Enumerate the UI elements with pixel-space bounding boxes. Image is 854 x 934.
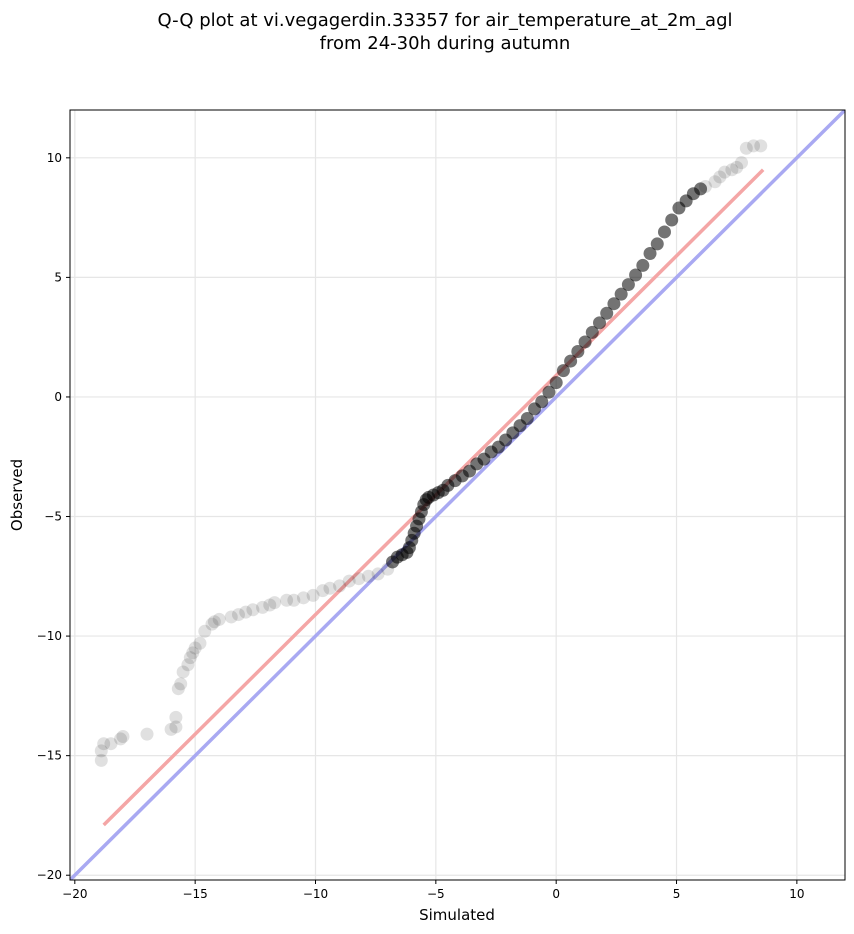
y-tick-label: −15 [37, 749, 62, 763]
data-point [371, 567, 385, 581]
data-point [94, 744, 108, 758]
data-point [342, 574, 356, 588]
data-point [323, 581, 337, 595]
data-point [116, 730, 130, 744]
data-point [205, 617, 219, 631]
data-point [708, 175, 722, 189]
chart-title-line2: from 24-30h during autumn [320, 33, 571, 54]
data-point [754, 139, 768, 153]
data-point [607, 297, 621, 311]
data-point [718, 165, 732, 179]
y-axis-label: Observed [8, 459, 26, 531]
data-point [183, 651, 197, 665]
data-point [316, 584, 330, 598]
x-tick-label: −10 [303, 887, 328, 901]
data-point [739, 141, 753, 155]
axis-ticks: −20 −15 −10 −5 0 5 10 −20 −15 −10 −5 0 5 10 [37, 151, 805, 901]
data-point [287, 593, 301, 607]
data-point [621, 278, 635, 292]
data-point [643, 246, 657, 260]
x-tick-label: −5 [427, 887, 445, 901]
data-point [571, 345, 585, 359]
data-point [114, 732, 128, 746]
data-point [629, 268, 643, 282]
y-tick-label: 5 [54, 270, 62, 284]
data-point [564, 354, 578, 368]
data-points [94, 139, 768, 767]
lines [70, 110, 845, 880]
data-point [549, 376, 563, 390]
data-point [164, 722, 178, 736]
data-point [578, 335, 592, 349]
data-point [186, 646, 200, 660]
data-point [231, 608, 245, 622]
data-point [176, 665, 190, 679]
data-point [94, 753, 108, 767]
data-point [198, 624, 212, 638]
x-tick-label: −15 [182, 887, 207, 901]
data-point [104, 737, 118, 751]
x-tick-label: −20 [62, 887, 87, 901]
reference-line [70, 110, 845, 880]
data-point [169, 720, 183, 734]
data-point [730, 160, 744, 174]
data-point [593, 316, 607, 330]
data-point [725, 163, 739, 177]
data-point [535, 395, 549, 409]
data-point [352, 572, 366, 586]
data-point [542, 385, 556, 399]
data-point [188, 641, 202, 655]
data-point [207, 615, 221, 629]
y-tick-label: 10 [47, 151, 62, 165]
data-point [636, 258, 650, 272]
x-tick-label: 0 [552, 887, 560, 901]
data-point [361, 569, 375, 583]
data-point [735, 156, 749, 170]
y-tick-label: −10 [37, 629, 62, 643]
y-tick-label: 0 [54, 390, 62, 404]
data-point [296, 591, 310, 605]
data-point [181, 658, 195, 672]
grid [70, 110, 845, 880]
data-point [224, 610, 238, 624]
data-point [171, 682, 185, 696]
x-tick-label: 5 [673, 887, 681, 901]
data-point [657, 225, 671, 239]
data-point [140, 727, 154, 741]
y-tick-label: −20 [37, 868, 62, 882]
data-point [585, 325, 599, 339]
data-point [713, 170, 727, 184]
data-point [694, 182, 708, 196]
data-point [747, 139, 761, 153]
data-point [256, 600, 270, 614]
x-tick-label: 10 [789, 887, 804, 901]
x-axis-label: Simulated [419, 906, 495, 924]
data-point [665, 213, 679, 227]
data-point [212, 612, 226, 626]
data-point [169, 710, 183, 724]
data-point [280, 593, 294, 607]
data-point [263, 598, 277, 612]
y-tick-label: −5 [44, 510, 62, 524]
data-point [600, 306, 614, 320]
data-point [650, 237, 664, 251]
plot-frame [69, 109, 846, 881]
data-point [193, 636, 207, 650]
data-point [520, 411, 534, 425]
data-point [268, 596, 282, 610]
data-point [306, 588, 320, 602]
chart-title-line1: Q-Q plot at vi.vegagerdin.33357 for air_… [158, 10, 733, 31]
data-point [556, 364, 570, 378]
data-point [614, 287, 628, 301]
data-point [174, 677, 188, 691]
data-point [333, 579, 347, 593]
data-point [239, 605, 253, 619]
data-point [97, 737, 111, 751]
data-point [246, 603, 260, 617]
